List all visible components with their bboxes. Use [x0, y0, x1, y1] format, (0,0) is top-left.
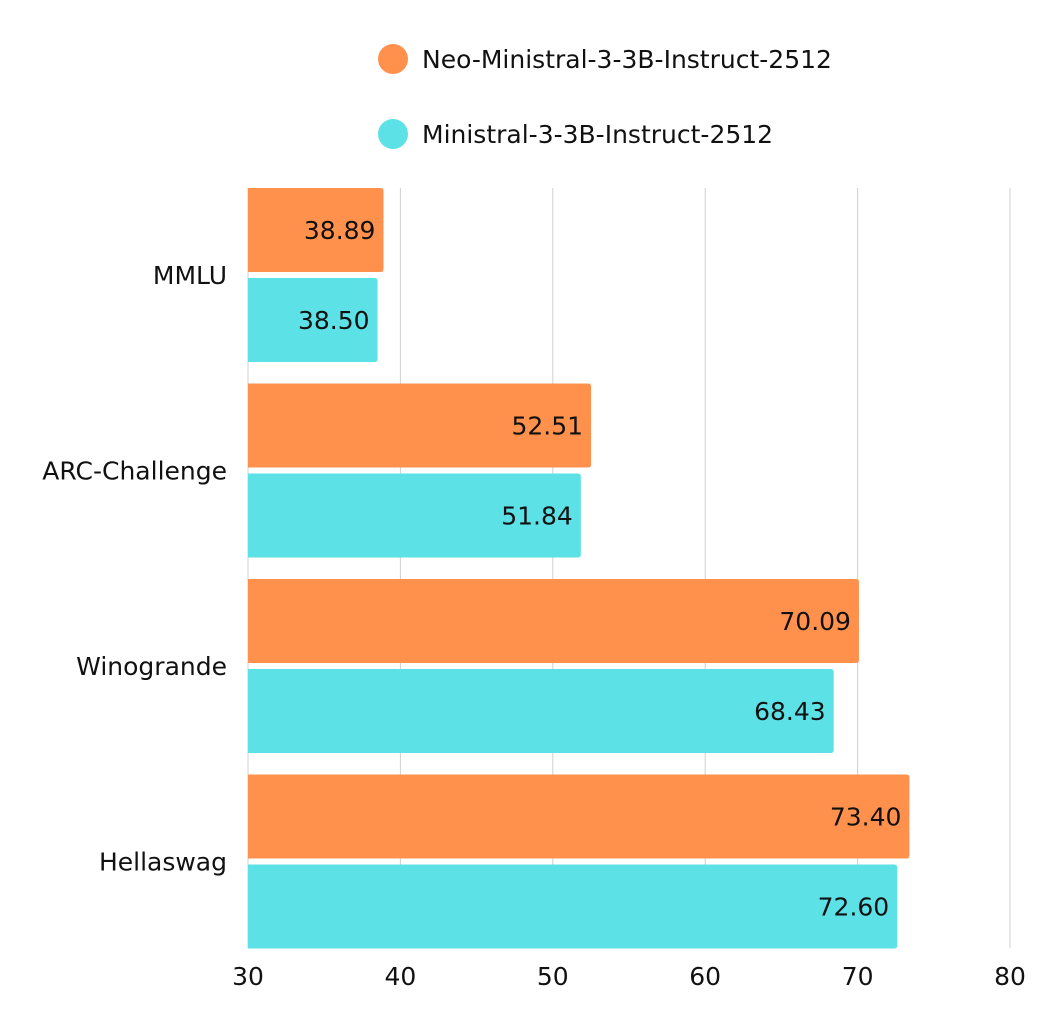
x-tick-label: 40	[384, 962, 416, 991]
value-labels: 38.89 38.50 52.51 51.84 70.09 68.43 73.40 72.60	[298, 216, 901, 922]
legend-item-neo-ministral: Neo-Ministral-3-3B-Instruct-2512	[378, 36, 832, 82]
legend-label: Ministral-3-3B-Instruct-2512	[422, 119, 774, 149]
bar-winogrande-series-0	[248, 579, 859, 663]
bar-value-label: 51.84	[501, 502, 573, 531]
bar-arc-challenge-series-1	[248, 473, 581, 558]
x-tick-label: 30	[232, 962, 264, 991]
x-tick-label: 50	[537, 962, 569, 991]
bar-value-label: 73.40	[830, 803, 902, 832]
tick-labels: 30 40 50 60 70 80	[232, 962, 1026, 991]
bars	[248, 188, 910, 949]
bar-mmlu-series-1	[248, 278, 378, 362]
legend-swatch-cyan-icon	[378, 119, 408, 149]
y-category-label: ARC-Challenge	[42, 457, 227, 486]
legend-swatch-orange-icon	[378, 44, 408, 74]
chart-legend: Neo-Ministral-3-3B-Instruct-2512 Ministr…	[378, 36, 832, 186]
bar-value-label: 70.09	[779, 607, 851, 636]
bar-arc-challenge-series-0	[248, 383, 592, 468]
bar-winogrande-series-1	[248, 669, 834, 753]
bar-value-label: 68.43	[754, 697, 826, 726]
y-category-label: MMLU	[153, 261, 227, 290]
bar-hellaswag-series-1	[248, 864, 898, 949]
bar-value-label: 38.89	[304, 216, 376, 245]
x-tick-label: 80	[994, 962, 1026, 991]
x-tick-label: 70	[842, 962, 874, 991]
bar-value-label: 38.50	[298, 306, 370, 335]
legend-item-ministral: Ministral-3-3B-Instruct-2512	[378, 111, 832, 157]
bar-value-label: 72.60	[818, 893, 890, 922]
bar-value-label: 52.51	[511, 412, 583, 441]
y-category-label: Winogrande	[76, 652, 227, 681]
bar-mmlu-series-0	[248, 188, 384, 272]
y-category-label: Hellaswag	[99, 848, 227, 877]
legend-label: Neo-Ministral-3-3B-Instruct-2512	[422, 44, 832, 74]
x-tick-label: 60	[689, 962, 721, 991]
category-labels: MMLU ARC-Challenge Winogrande Hellaswag	[42, 261, 227, 877]
bar-hellaswag-series-0	[248, 774, 910, 859]
